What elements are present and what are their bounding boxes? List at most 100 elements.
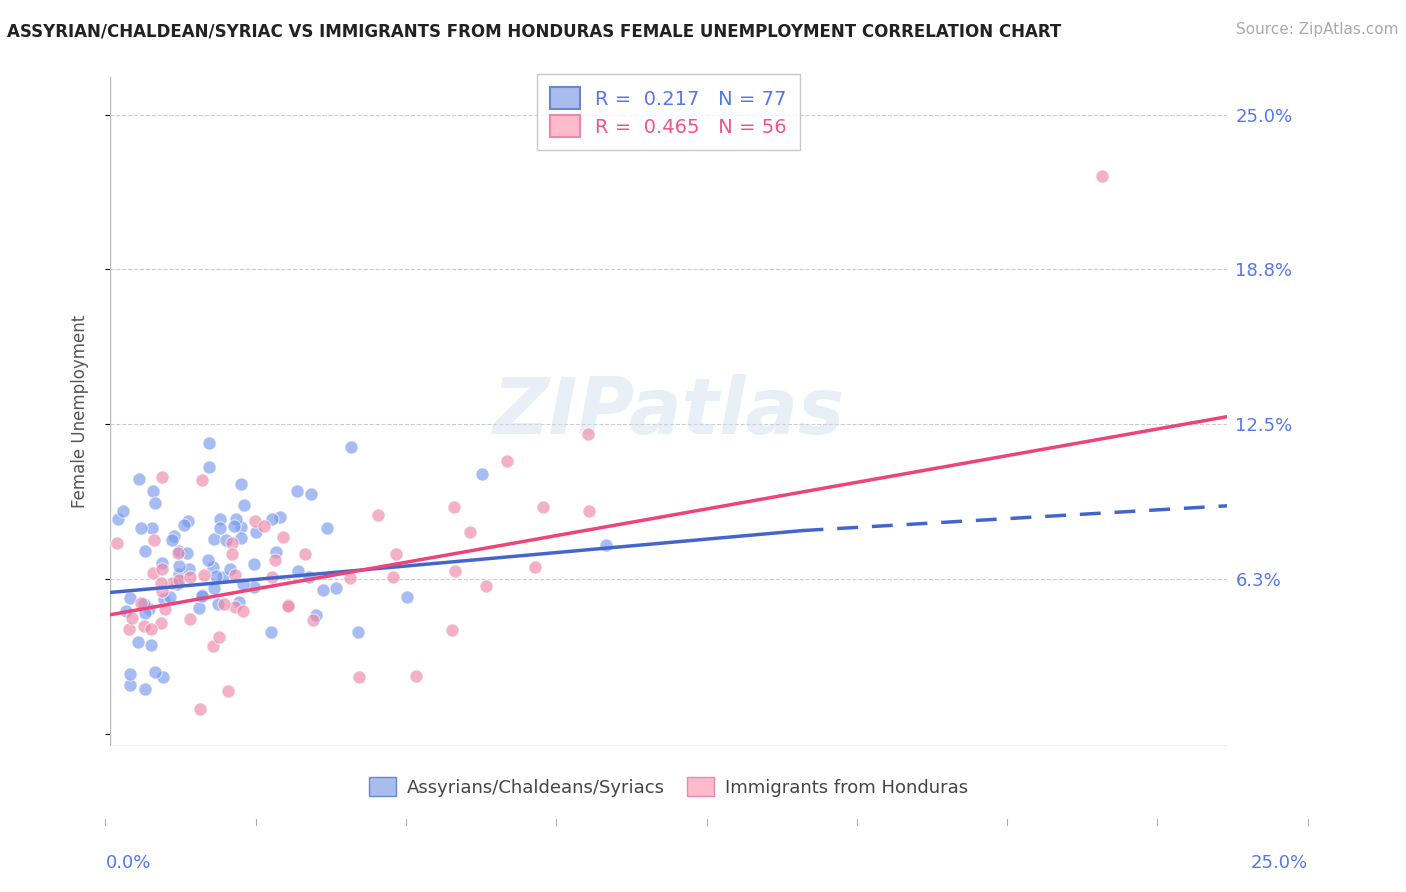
Point	[277, 599, 299, 613]
Point	[475, 579, 498, 593]
Point	[205, 569, 228, 583]
Point	[191, 589, 214, 603]
Point	[443, 564, 465, 578]
Point	[111, 504, 134, 518]
Point	[531, 500, 554, 514]
Point	[209, 511, 232, 525]
Point	[152, 556, 174, 570]
Point	[120, 678, 142, 692]
Text: ASSYRIAN/CHALDEAN/SYRIAC VS IMMIGRANTS FROM HONDURAS FEMALE UNEMPLOYMENT CORRELA: ASSYRIAN/CHALDEAN/SYRIAC VS IMMIGRANTS F…	[7, 22, 1062, 40]
Point	[471, 467, 494, 481]
Point	[443, 500, 465, 515]
Point	[215, 533, 238, 547]
Text: 0.0%: 0.0%	[105, 855, 150, 872]
Point	[120, 591, 142, 606]
Point	[177, 562, 200, 576]
Point	[160, 533, 183, 547]
Point	[118, 623, 141, 637]
Point	[134, 544, 156, 558]
Point	[405, 669, 427, 683]
Point	[385, 547, 408, 561]
Point	[264, 553, 287, 567]
Point	[173, 517, 195, 532]
Point	[287, 564, 309, 578]
Point	[299, 487, 322, 501]
Point	[496, 454, 519, 468]
Point	[207, 597, 229, 611]
Point	[193, 567, 215, 582]
Text: Source: ZipAtlas.com: Source: ZipAtlas.com	[1236, 22, 1399, 37]
Point	[153, 592, 176, 607]
Point	[315, 521, 337, 535]
Point	[129, 521, 152, 535]
Point	[224, 599, 246, 614]
Point	[150, 470, 173, 484]
Point	[229, 532, 252, 546]
Point	[114, 604, 136, 618]
Point	[163, 529, 186, 543]
Point	[271, 530, 294, 544]
Point	[202, 581, 225, 595]
Point	[395, 590, 418, 604]
Point	[202, 532, 225, 546]
Point	[191, 474, 214, 488]
Point	[218, 562, 240, 576]
Point	[260, 625, 283, 640]
Point	[298, 570, 321, 584]
Point	[302, 613, 325, 627]
Point	[141, 521, 163, 535]
Point	[325, 581, 347, 595]
Point	[253, 519, 276, 533]
Point	[138, 601, 160, 615]
Point	[221, 547, 243, 561]
Point	[166, 577, 188, 591]
Point	[150, 583, 173, 598]
Point	[440, 623, 463, 637]
Y-axis label: Female Unemployment: Female Unemployment	[72, 315, 89, 508]
Point	[217, 683, 239, 698]
Point	[212, 570, 235, 584]
Point	[260, 511, 283, 525]
Point	[243, 514, 266, 528]
Point	[166, 546, 188, 560]
Point	[294, 547, 316, 561]
Point	[245, 524, 267, 539]
Point	[198, 436, 221, 450]
Point	[134, 607, 156, 621]
Point	[304, 607, 326, 622]
Point	[229, 519, 252, 533]
Point	[188, 702, 211, 716]
Point	[207, 630, 229, 644]
Point	[152, 562, 174, 576]
Point	[339, 571, 361, 585]
Point	[367, 508, 389, 522]
Text: ZIPatlas: ZIPatlas	[492, 374, 845, 450]
Point	[160, 576, 183, 591]
Point	[150, 575, 173, 590]
Point	[188, 601, 211, 615]
Point	[243, 581, 266, 595]
Point	[197, 553, 219, 567]
Point	[167, 544, 190, 558]
Point	[152, 670, 174, 684]
Point	[159, 591, 181, 605]
Point	[167, 573, 190, 587]
Point	[277, 598, 299, 612]
Point	[179, 570, 201, 584]
Point	[202, 640, 225, 654]
Point	[222, 518, 245, 533]
Point	[595, 538, 617, 552]
Point	[287, 484, 309, 499]
Point	[191, 589, 214, 603]
Point	[340, 440, 363, 454]
Point	[107, 512, 129, 526]
Point	[458, 525, 481, 540]
Point	[127, 635, 149, 649]
Point	[120, 666, 142, 681]
Point	[132, 619, 155, 633]
Point	[242, 558, 264, 572]
Point	[129, 596, 152, 610]
Legend: Assyrians/Chaldeans/Syriacs, Immigrants from Honduras: Assyrians/Chaldeans/Syriacs, Immigrants …	[361, 770, 976, 804]
Point	[232, 604, 254, 618]
Point	[262, 570, 284, 584]
